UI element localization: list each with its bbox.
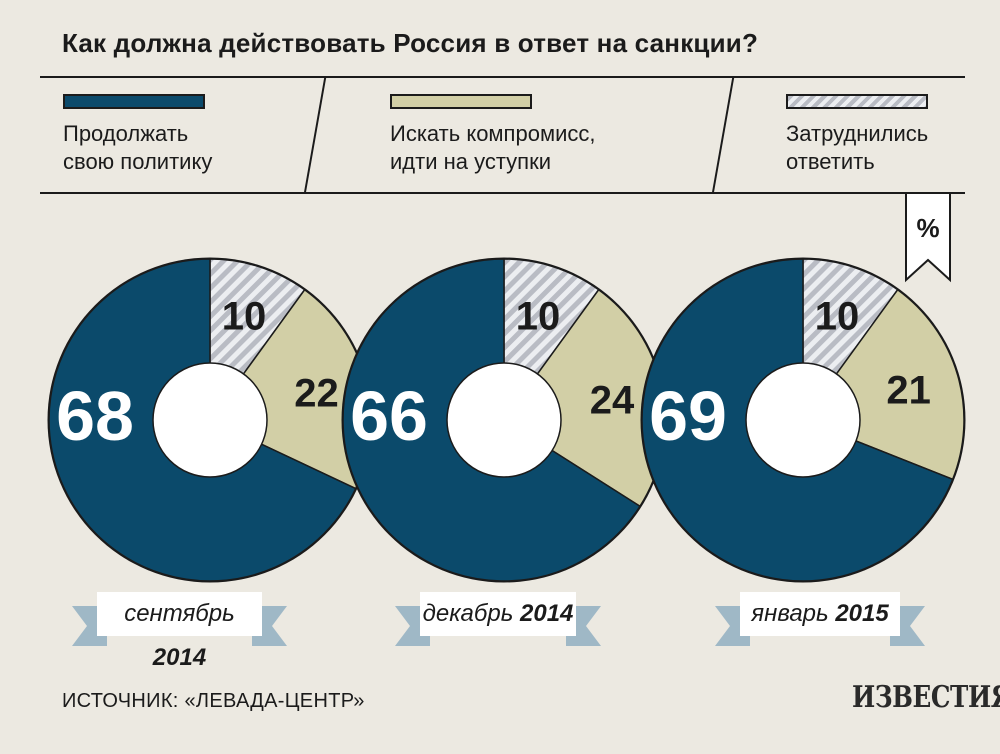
date-label-dec-2014: декабрь 2014 <box>420 592 576 636</box>
legend-swatch-undecided <box>786 94 928 109</box>
value-label-continue: 68 <box>56 377 134 455</box>
donut-hole <box>446 362 562 478</box>
legend-line: свою политику <box>63 149 213 174</box>
date-month: декабрь <box>422 600 514 627</box>
date-month: январь <box>751 600 829 627</box>
date-year: 2014 <box>520 600 574 627</box>
legend-line: Искать компромисс, <box>390 121 596 146</box>
donut-hole <box>745 362 861 478</box>
value-label-compromise: 22 <box>294 372 339 416</box>
legend-line: ответить <box>786 149 875 174</box>
value-label-undecided: 10 <box>222 294 267 338</box>
bottom-rule <box>40 192 965 194</box>
legend-label-continue: Продолжать свою политику <box>63 120 303 176</box>
legend-swatch-compromise <box>390 94 532 109</box>
legend-label-compromise: Искать компромисс, идти на уступки <box>390 120 630 176</box>
value-label-continue: 69 <box>649 377 727 455</box>
legend-line: Продолжать <box>63 121 189 146</box>
value-label-compromise: 21 <box>886 368 931 412</box>
source-note: ИСТОЧНИК: «ЛЕВАДА-ЦЕНТР» <box>62 690 365 712</box>
date-month: сентябрь <box>124 600 235 627</box>
legend-swatch-continue <box>63 94 205 109</box>
date-year: 2015 <box>835 600 889 627</box>
legend-line: идти на уступки <box>390 149 552 174</box>
value-label-undecided: 10 <box>516 294 561 338</box>
value-label-undecided: 10 <box>815 294 860 338</box>
top-rule <box>40 76 965 78</box>
date-label-sep-2014: сентябрь 2014 <box>97 592 262 671</box>
chart-title: Как должна действовать Россия в ответ на… <box>62 28 759 58</box>
izvestia-logo: ИЗВЕСТИЯ <box>852 680 1000 715</box>
legend-line: Затруднились <box>786 121 929 146</box>
percent-unit-label: % <box>916 213 939 243</box>
date-label-jan-2015: январь 2015 <box>740 592 900 636</box>
value-label-compromise: 24 <box>590 378 635 422</box>
value-label-continue: 66 <box>350 377 428 455</box>
percent-flag: % <box>905 194 951 283</box>
date-year: 2014 <box>152 644 207 671</box>
donut-hole <box>152 362 268 478</box>
legend-label-undecided: Затруднились ответить <box>786 120 1000 176</box>
